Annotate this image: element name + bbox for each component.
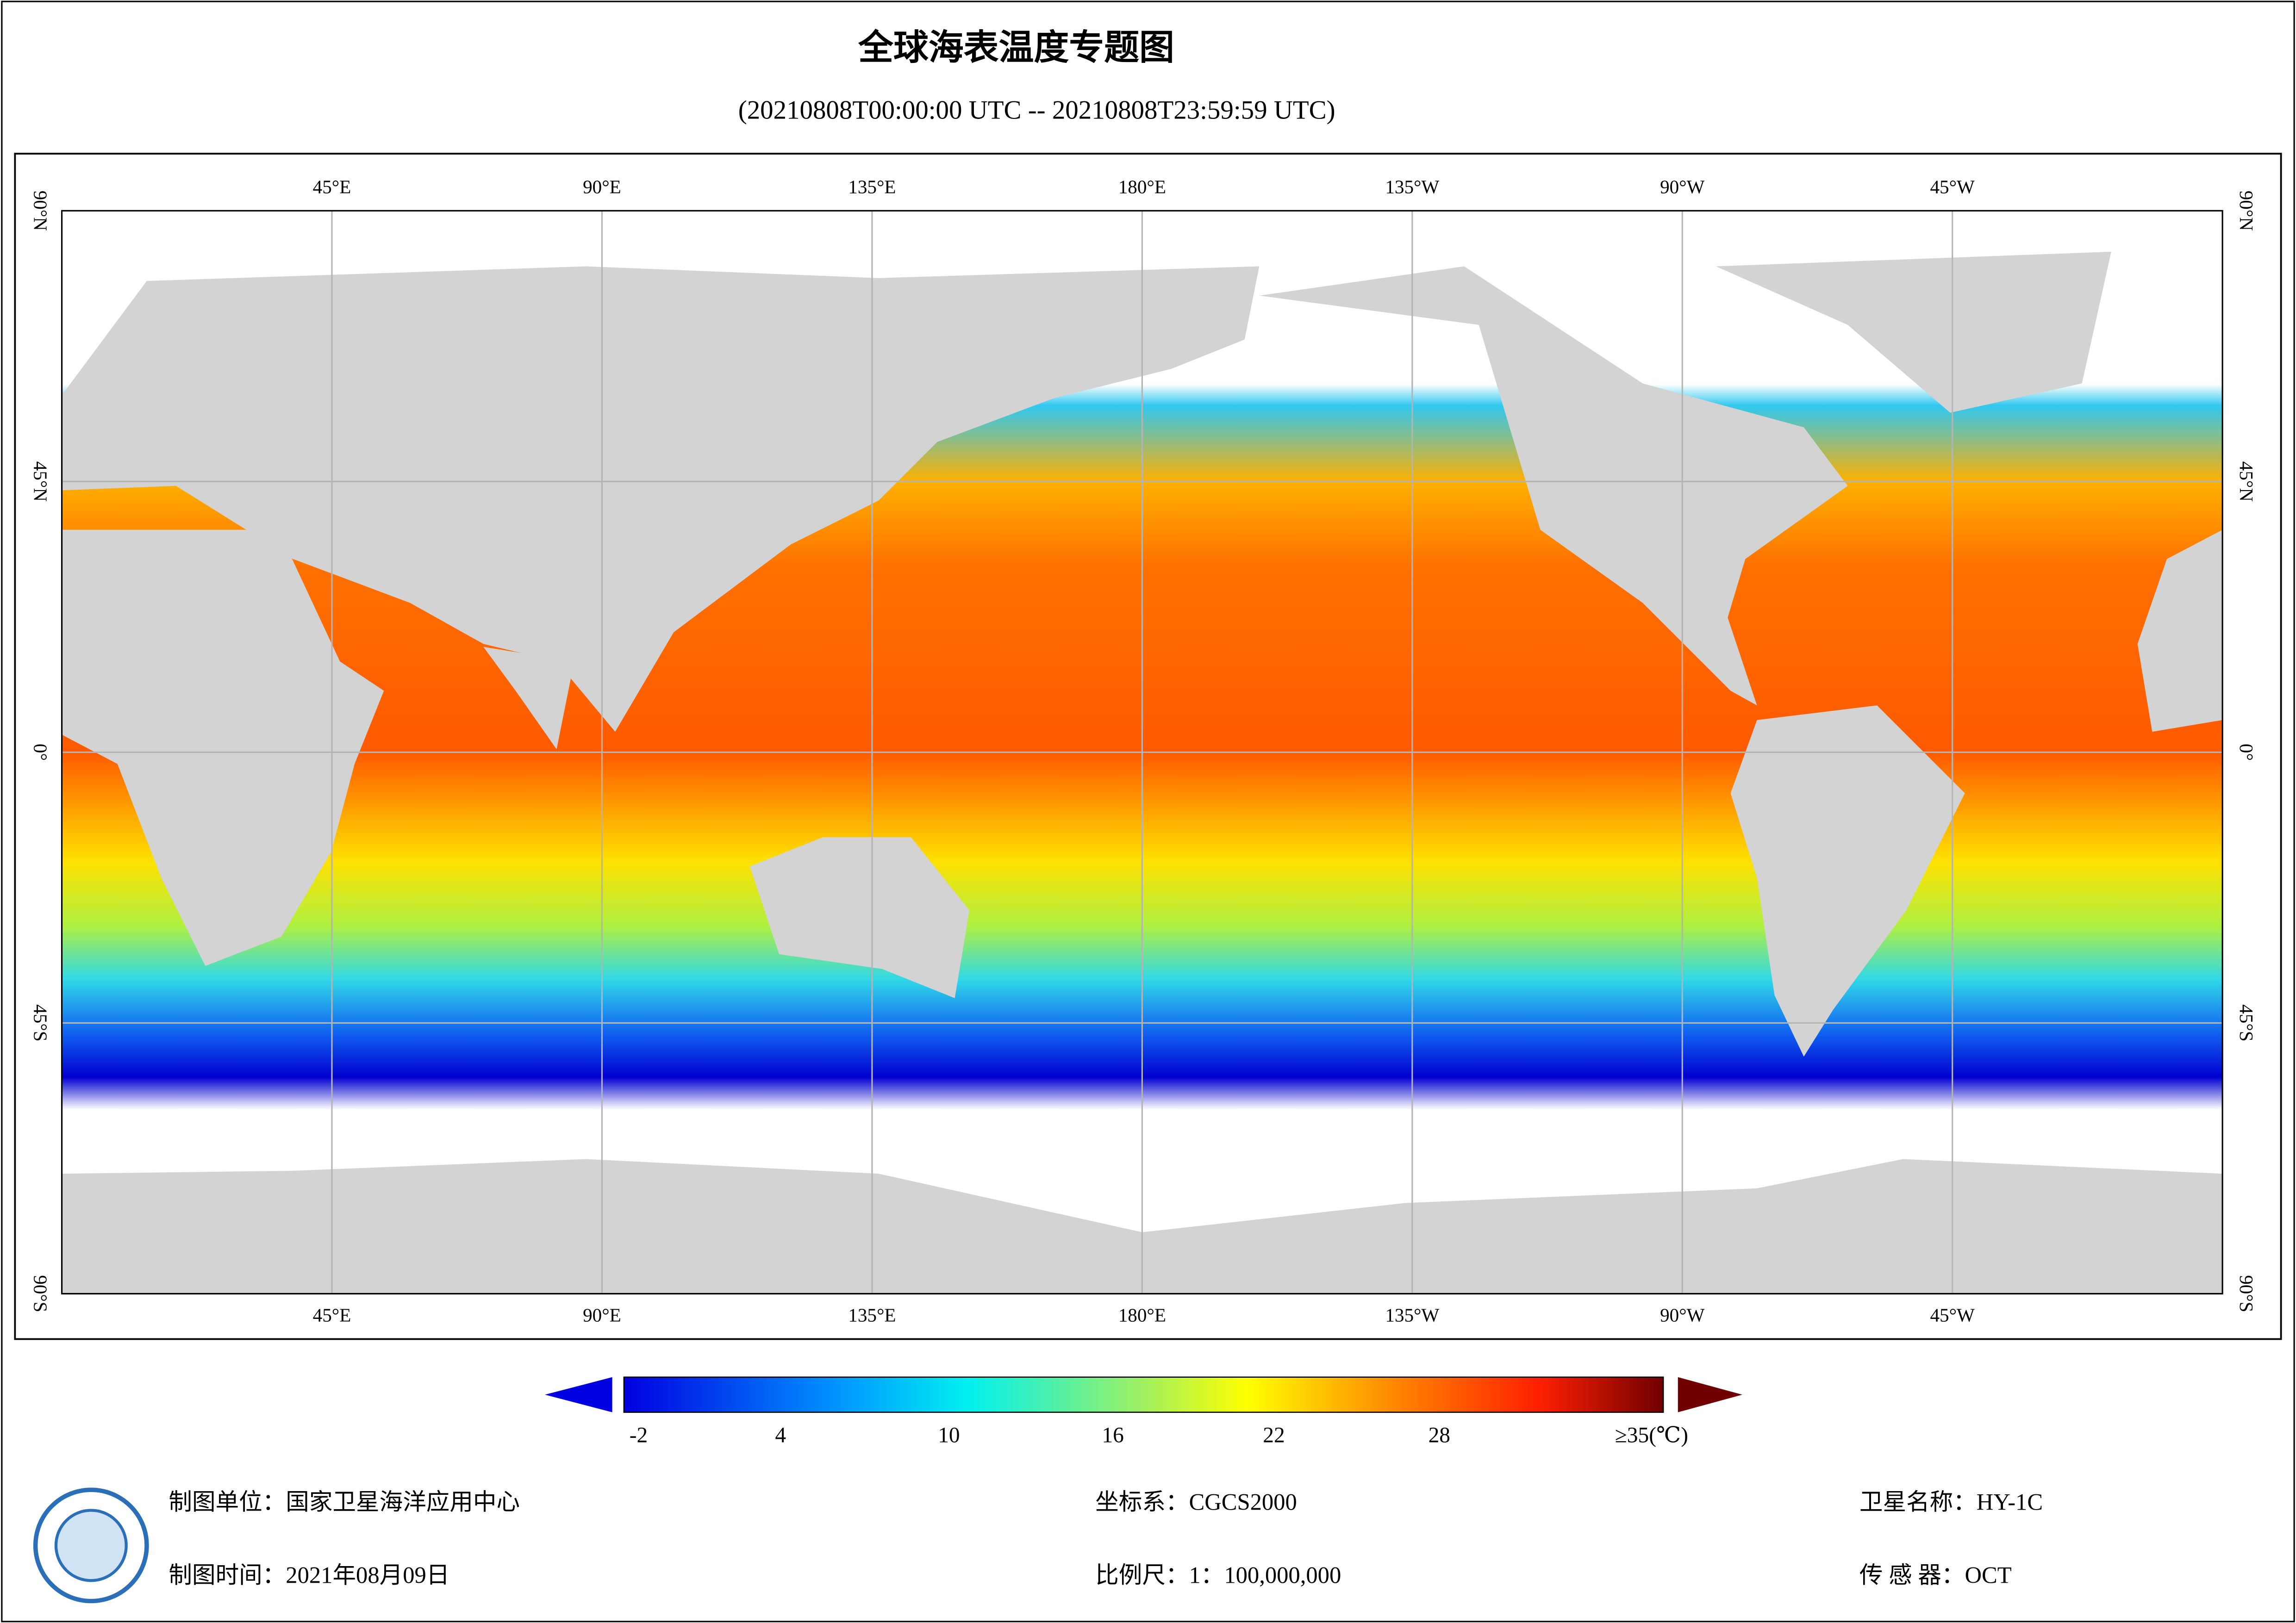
footer-satellite: 卫星名称：HY-1C: [1859, 1489, 2043, 1515]
greenland: [1716, 251, 2111, 413]
colorbar-label: -2: [630, 1423, 648, 1447]
colorbar-label: 28: [1429, 1423, 1450, 1447]
colorbar-label: 16: [1102, 1423, 1123, 1447]
colorbar-label: 4: [775, 1423, 786, 1447]
lat-label-left: 90°N: [30, 191, 51, 231]
colorbar-label: ≥35(℃): [1615, 1423, 1688, 1447]
north-america: [1259, 266, 1848, 706]
footer-unit: 制图单位：国家卫星海洋应用中心: [168, 1489, 520, 1515]
lat-label-left: 90°S: [30, 1275, 51, 1312]
lat-label-left: 0°: [30, 744, 51, 761]
logo: [33, 1487, 149, 1604]
lat-label-left: 45°N: [30, 461, 51, 502]
footer-scale: 比例尺：1：100,000,000: [1095, 1562, 1341, 1588]
lon-label-bottom: 90°E: [583, 1305, 621, 1326]
lon-label-bottom: 45°W: [1930, 1305, 1975, 1326]
lon-label-bottom: 45°E: [313, 1305, 351, 1326]
lon-label-top: 135°E: [848, 176, 896, 197]
colorbar-low-arrow: [545, 1377, 612, 1412]
footer-crs: 坐标系：CGCS2000: [1095, 1489, 1297, 1515]
lon-label-top: 90°E: [583, 176, 621, 197]
colorbar-label: 10: [938, 1423, 960, 1447]
lat-label-right: 90°N: [2236, 191, 2257, 231]
lon-label-top: 90°W: [1660, 176, 1705, 197]
logo-globe: [54, 1509, 128, 1582]
colorbar-scale: [623, 1376, 1664, 1413]
map-frame: [14, 153, 2282, 1340]
lat-label-right: 45°S: [2236, 1004, 2257, 1041]
lon-label-bottom: 180°E: [1118, 1305, 1166, 1326]
colorbar-high-arrow: [1678, 1377, 1742, 1412]
map-border: [61, 210, 2223, 1295]
lon-label-top: 45°E: [313, 176, 351, 197]
africa: [62, 529, 384, 966]
south-america: [1730, 705, 1965, 1057]
colorbar-label: 22: [1263, 1423, 1285, 1447]
lon-label-top: 45°W: [1930, 176, 1975, 197]
lon-label-bottom: 90°W: [1660, 1305, 1705, 1326]
title: 全球海表温度专题图: [858, 27, 1174, 68]
india: [483, 647, 574, 750]
footer-sensor: 传 感 器：OCT: [1859, 1562, 2012, 1588]
lon-label-bottom: 135°W: [1385, 1305, 1439, 1326]
lat-label-right: 45°N: [2236, 461, 2257, 502]
subtitle: (20210808T00:00:00 UTC -- 20210808T23:59…: [738, 96, 1335, 125]
west-africa: [2137, 529, 2223, 732]
colorbar: [545, 1376, 1742, 1413]
map: [61, 210, 2223, 1295]
lon-label-top: 135°W: [1385, 176, 1439, 197]
lon-label-bottom: 135°E: [848, 1305, 896, 1326]
lat-label-right: 90°S: [2236, 1275, 2257, 1312]
lat-label-left: 45°S: [30, 1004, 51, 1041]
footer-date: 制图时间：2021年08月09日: [168, 1562, 449, 1588]
lon-label-top: 180°E: [1118, 176, 1166, 197]
eurasia: [62, 266, 1260, 732]
lat-label-right: 0°: [2236, 744, 2257, 761]
